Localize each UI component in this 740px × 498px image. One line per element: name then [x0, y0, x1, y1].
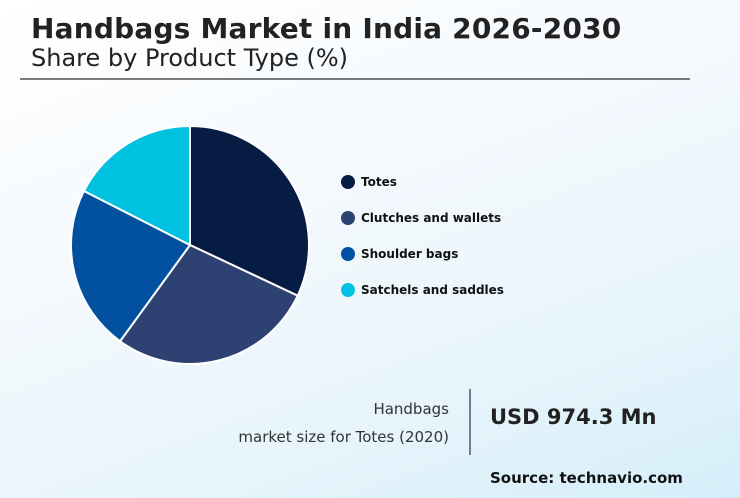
pie-slice-shoulder-bags: [70, 189, 192, 343]
stat-value: USD 974.3 Mn: [490, 405, 657, 429]
legend-item-satchels: Satchels and saddles: [341, 272, 504, 308]
legend-label: Totes: [361, 175, 397, 189]
pie-slice-clutches-and-wallets: [118, 243, 300, 365]
source-credit: Source: technavio.com: [490, 469, 683, 487]
legend-label: Shoulder bags: [361, 247, 459, 261]
title-divider: [20, 78, 690, 80]
stat-label-line2: market size for Totes (2020): [238, 428, 449, 446]
stat-label-line1: Handbags: [373, 400, 449, 418]
pie-slice-satchels-and-saddles: [82, 124, 191, 247]
legend-item-shoulder-bags: Shoulder bags: [341, 236, 504, 272]
chart-title: Handbags Market in India 2026-2030: [31, 12, 622, 45]
legend-swatch-icon: [341, 175, 355, 189]
chart-legend: Totes Clutches and wallets Shoulder bags…: [341, 174, 504, 308]
stat-divider: [469, 389, 471, 455]
legend-item-clutches: Clutches and wallets: [341, 200, 504, 236]
legend-swatch-icon: [341, 283, 355, 297]
legend-swatch-icon: [341, 211, 355, 225]
chart-subtitle: Share by Product Type (%): [31, 44, 348, 72]
legend-item-totes: Totes: [341, 164, 504, 200]
legend-swatch-icon: [341, 247, 355, 261]
pie-slice-totes: [189, 124, 310, 297]
legend-label: Satchels and saddles: [361, 283, 504, 297]
legend-label: Clutches and wallets: [361, 211, 502, 225]
